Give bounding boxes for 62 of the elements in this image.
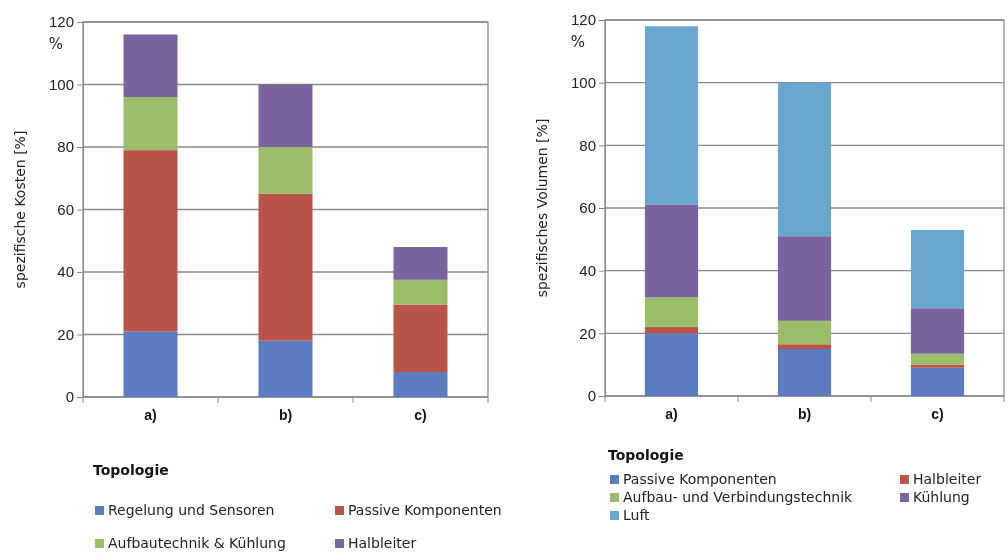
bar bbox=[258, 193, 313, 341]
bar bbox=[644, 204, 699, 298]
legend-title: Topologie bbox=[608, 447, 684, 463]
legend-label: Luft bbox=[623, 507, 651, 523]
y-tick-label: 120 bbox=[570, 11, 596, 29]
bar bbox=[644, 26, 699, 205]
bar bbox=[910, 364, 965, 368]
bar bbox=[123, 331, 178, 397]
bar bbox=[644, 327, 699, 334]
y-tick-label: 20 bbox=[579, 324, 596, 342]
y-tick-label: 0 bbox=[587, 387, 596, 405]
bar bbox=[777, 82, 832, 237]
bar bbox=[393, 372, 448, 397]
legend-label: Passive Komponenten bbox=[623, 471, 777, 487]
y-tick-label: 60 bbox=[579, 199, 596, 217]
y-tick-label: 100 bbox=[48, 75, 74, 93]
legend-label: Aufbau- und Verbindungstechnik bbox=[623, 489, 854, 505]
y-axis-title: spezifische Kosten [%] bbox=[12, 130, 28, 289]
bar bbox=[777, 320, 832, 345]
text: % bbox=[570, 33, 586, 51]
text: % bbox=[48, 35, 64, 53]
bar bbox=[910, 353, 965, 365]
bar bbox=[123, 34, 178, 97]
legend-label: Aufbautechnik & Kühlung bbox=[108, 535, 286, 551]
x-tick-label: c) bbox=[414, 406, 427, 423]
y-tick-label: 80 bbox=[579, 136, 596, 154]
bar bbox=[258, 147, 313, 194]
y-tick-label: 120 bbox=[48, 13, 74, 31]
legend-label: Halbleiter bbox=[348, 535, 417, 551]
y-tick-label: 40 bbox=[57, 263, 74, 281]
legend-label: Kühlung bbox=[913, 489, 970, 505]
y-tick-label: 40 bbox=[579, 261, 596, 279]
bar bbox=[910, 367, 965, 396]
bar bbox=[777, 344, 832, 349]
y-tick-label: 80 bbox=[57, 138, 74, 156]
bar bbox=[644, 297, 699, 328]
y-tick-label: 60 bbox=[57, 200, 74, 218]
bar bbox=[910, 308, 965, 354]
bar bbox=[644, 333, 699, 396]
bar bbox=[393, 247, 448, 280]
x-tick-label: b) bbox=[278, 406, 293, 423]
legend-label: Regelung und Sensoren bbox=[108, 502, 275, 518]
bar bbox=[777, 349, 832, 396]
y-tick-label: 20 bbox=[57, 325, 74, 343]
x-tick-label: b) bbox=[797, 405, 812, 422]
bar bbox=[393, 304, 448, 372]
y-tick-label: 100 bbox=[570, 73, 596, 91]
y-axis-title: spezifisches Volumen [%] bbox=[534, 118, 550, 298]
bar bbox=[910, 229, 965, 309]
legend-label: Halbleiter bbox=[913, 471, 982, 487]
bar bbox=[393, 279, 448, 305]
legend-label: Passive Komponenten bbox=[348, 502, 502, 518]
bar bbox=[123, 150, 178, 332]
x-tick-label: a) bbox=[144, 406, 157, 423]
legend-title: Topologie bbox=[93, 462, 169, 478]
x-tick-label: c) bbox=[931, 405, 944, 422]
x-tick-label: a) bbox=[665, 405, 678, 422]
bar bbox=[777, 236, 832, 321]
bar bbox=[123, 97, 178, 151]
bar bbox=[258, 340, 313, 397]
y-tick-label: 0 bbox=[65, 388, 74, 406]
bar bbox=[258, 84, 313, 147]
